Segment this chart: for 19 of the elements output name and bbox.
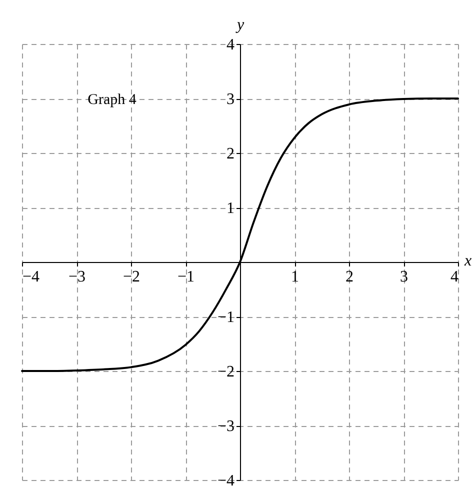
y-tick-label: −3 [217, 418, 234, 435]
y-tick-label: 1 [226, 200, 234, 217]
x-tick-label: −3 [68, 268, 86, 286]
y-axis-title: y [234, 16, 245, 34]
y-tick-label: −4 [217, 472, 234, 490]
x-tick-label: −4 [22, 268, 40, 286]
x-tick-label: −1 [177, 268, 195, 286]
x-tick-label: 1 [291, 268, 299, 286]
x-tick-label: 2 [346, 268, 354, 286]
annotation: Graph 4 [88, 92, 137, 108]
x-tick-label: 3 [400, 268, 408, 286]
x-axis-title: x [464, 252, 472, 270]
y-tick-label: 2 [226, 146, 234, 162]
y-tick-label: 4 [226, 36, 234, 54]
x-tick-label: −2 [122, 268, 140, 286]
x-tick-label: 4 [450, 268, 458, 286]
y-tick-label: −2 [217, 364, 234, 380]
y-tick-label: −1 [217, 309, 234, 326]
y-tick-label: 3 [226, 91, 234, 108]
